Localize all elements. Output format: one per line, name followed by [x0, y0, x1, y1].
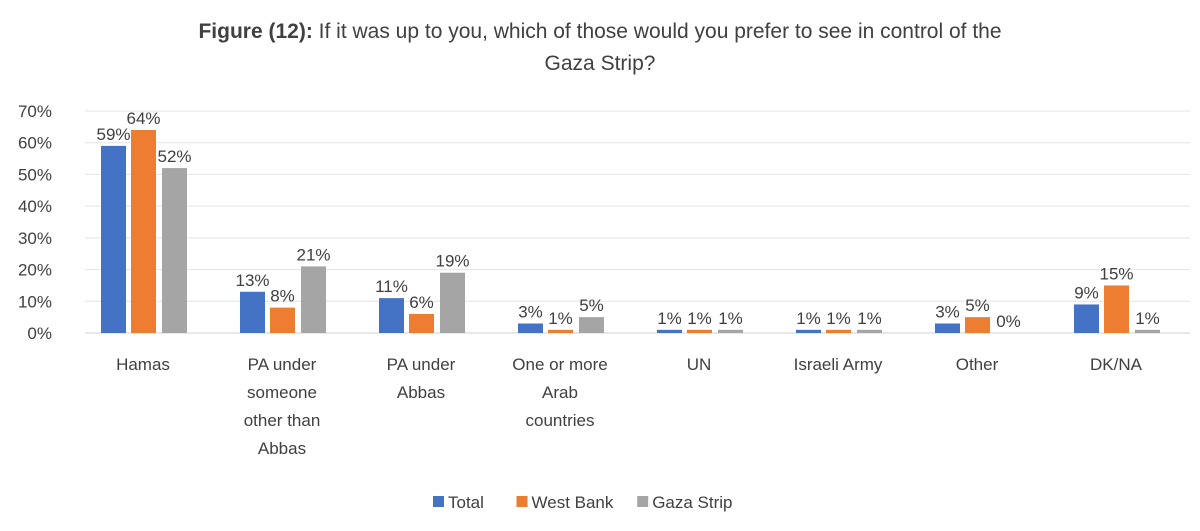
data-label: 13%: [235, 271, 269, 290]
category-label: someone: [247, 383, 317, 402]
bar-west-bank: [270, 307, 295, 333]
bar-west-bank: [1104, 285, 1129, 333]
data-label: 0%: [996, 312, 1021, 331]
legend-swatch: [516, 496, 528, 507]
legend-swatch: [433, 496, 444, 507]
category-label: DK/NA: [1090, 355, 1143, 374]
data-label: 15%: [1099, 264, 1133, 283]
category-label: One or more: [512, 355, 607, 374]
category-label: countries: [526, 411, 595, 430]
category-label: Abbas: [397, 383, 445, 402]
legend-label: West Bank: [532, 493, 614, 512]
data-label: 1%: [687, 309, 712, 328]
data-label: 1%: [1135, 309, 1160, 328]
y-tick-label: 0%: [27, 324, 52, 343]
legend-swatch: [637, 496, 649, 507]
y-tick-label: 30%: [18, 229, 52, 248]
bar-total: [1074, 304, 1099, 333]
category-label: UN: [687, 355, 712, 374]
bar-total: [379, 298, 404, 333]
data-label: 52%: [157, 147, 191, 166]
data-label: 6%: [409, 293, 434, 312]
data-label: 3%: [518, 302, 543, 321]
data-label: 1%: [718, 309, 743, 328]
data-label: 19%: [435, 252, 469, 271]
data-label: 64%: [126, 109, 160, 128]
data-label: 5%: [965, 296, 990, 315]
data-label: 1%: [857, 309, 882, 328]
bar-west-bank: [826, 329, 851, 333]
bar-west-bank: [409, 313, 434, 333]
bar-gaza-strip: [579, 317, 604, 333]
bar-gaza-strip: [718, 329, 743, 333]
y-tick-label: 40%: [18, 197, 52, 216]
chart-title: Figure (12): If it was up to you, which …: [198, 20, 1001, 43]
category-label: Arab: [542, 383, 578, 402]
bar-gaza-strip: [1135, 329, 1160, 333]
bar-gaza-strip: [440, 272, 465, 333]
bar-total: [101, 145, 126, 333]
category-label: Other: [956, 355, 999, 374]
bar-total: [657, 329, 682, 333]
bar-total: [240, 291, 265, 333]
y-tick-label: 60%: [18, 134, 52, 153]
bar-total: [796, 329, 821, 333]
data-label: 21%: [296, 245, 330, 264]
legend-label: Total: [448, 493, 484, 512]
bar-gaza-strip: [857, 329, 882, 333]
y-tick-label: 20%: [18, 261, 52, 280]
bar-gaza-strip: [301, 266, 326, 333]
data-label: 59%: [96, 125, 130, 144]
data-label: 1%: [826, 309, 851, 328]
data-label: 11%: [375, 277, 408, 296]
bar-total: [935, 323, 960, 333]
bar-total: [518, 323, 543, 333]
category-label: PA under: [248, 355, 317, 374]
category-label: Hamas: [116, 355, 170, 374]
category-label: Israeli Army: [794, 355, 883, 374]
legend-label: Gaza Strip: [652, 493, 732, 512]
bar-west-bank: [965, 317, 990, 333]
category-label: other than: [244, 411, 321, 430]
data-label: 8%: [270, 287, 295, 306]
data-label: 3%: [935, 302, 960, 321]
y-tick-label: 10%: [18, 292, 52, 311]
y-tick-label: 50%: [18, 165, 52, 184]
data-label: 5%: [579, 296, 604, 315]
y-tick-label: 70%: [18, 102, 52, 121]
bar-west-bank: [548, 329, 573, 333]
data-label: 1%: [657, 309, 682, 328]
bar-west-bank: [131, 130, 156, 333]
bar-gaza-strip: [162, 168, 187, 333]
data-label: 1%: [548, 309, 573, 328]
category-label: PA under: [387, 355, 456, 374]
chart-title-line2: Gaza Strip?: [545, 52, 656, 75]
data-label: 1%: [796, 309, 821, 328]
bar-west-bank: [687, 329, 712, 333]
category-label: Abbas: [258, 439, 306, 458]
data-label: 9%: [1074, 283, 1099, 302]
